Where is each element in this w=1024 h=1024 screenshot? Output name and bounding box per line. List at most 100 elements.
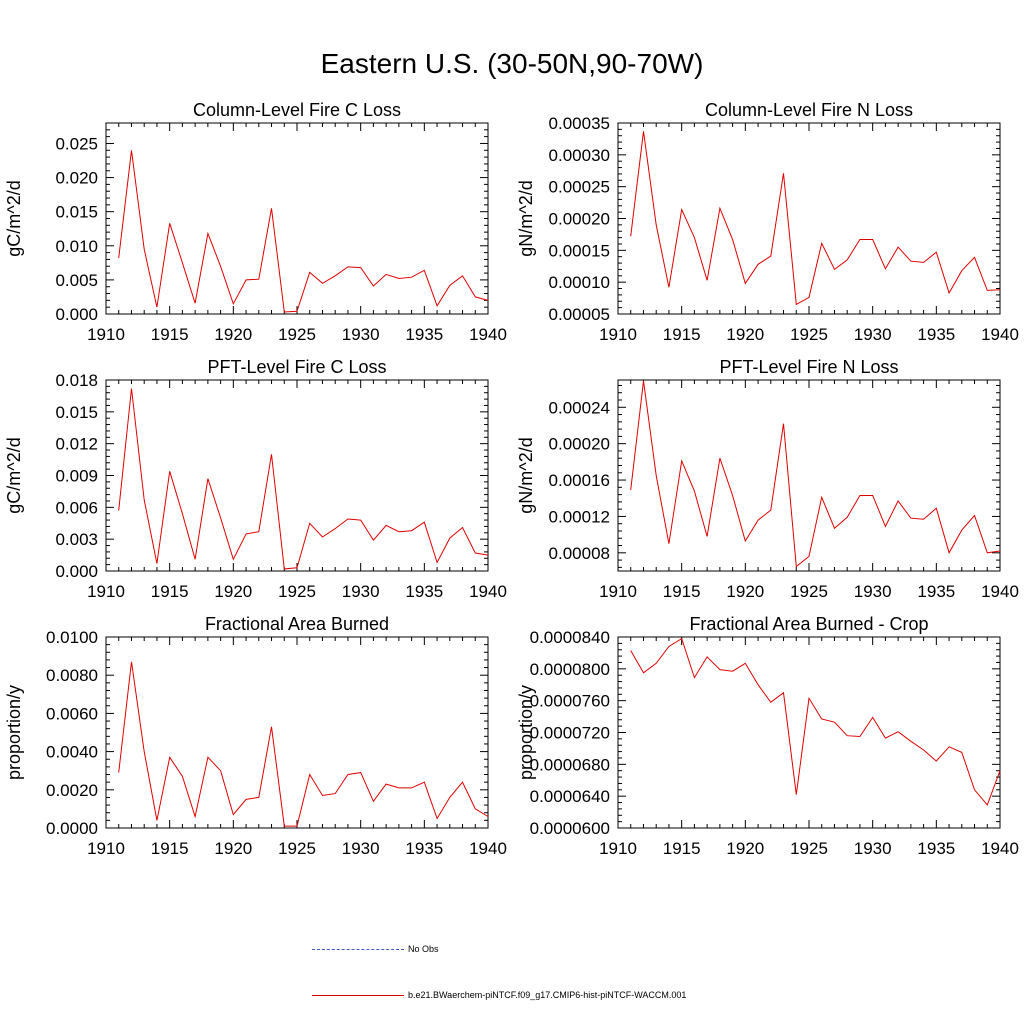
y-axis-label: gN/m^2/d bbox=[516, 180, 536, 256]
x-tick-label: 1935 bbox=[917, 325, 955, 344]
legend-model-label: b.e21.BWaerchem-piNTCF.f09_g17.CMIP6-his… bbox=[408, 990, 687, 1000]
x-tick-label: 1935 bbox=[405, 582, 443, 601]
y-tick-label: 0.015 bbox=[55, 203, 98, 222]
x-tick-label: 1920 bbox=[726, 582, 764, 601]
series-line bbox=[630, 637, 1001, 806]
x-tick-label: 1915 bbox=[663, 839, 701, 858]
y-tick-label: 0.000 bbox=[55, 562, 98, 581]
x-tick-label: 1935 bbox=[917, 839, 955, 858]
x-tick-label: 1930 bbox=[854, 839, 892, 858]
y-tick-label: 0.00010 bbox=[549, 273, 610, 292]
y-tick-label: 0.025 bbox=[55, 134, 98, 153]
plot-frame bbox=[617, 636, 1001, 829]
y-tick-label: 0.00020 bbox=[549, 210, 610, 229]
y-axis-label: proportion/y bbox=[516, 685, 536, 780]
x-tick-label: 1920 bbox=[726, 839, 764, 858]
x-tick-label: 1930 bbox=[342, 325, 380, 344]
y-tick-label: 0.00025 bbox=[549, 178, 610, 197]
panel-title: Column-Level Fire C Loss bbox=[193, 100, 401, 120]
panel-title: Fractional Area Burned - Crop bbox=[689, 614, 928, 634]
y-axis-label: gC/m^2/d bbox=[4, 437, 24, 513]
y-tick-label: 0.003 bbox=[55, 530, 98, 549]
x-tick-label: 1940 bbox=[469, 325, 507, 344]
plot-frame bbox=[105, 122, 489, 315]
y-tick-label: 0.000 bbox=[55, 305, 98, 324]
y-tick-label: 0.009 bbox=[55, 467, 98, 486]
x-tick-label: 1910 bbox=[87, 582, 125, 601]
series-line bbox=[118, 388, 489, 570]
x-tick-label: 1925 bbox=[790, 325, 828, 344]
y-tick-label: 0.0000600 bbox=[530, 819, 610, 838]
y-tick-label: 0.0080 bbox=[46, 666, 98, 685]
panel-title: PFT-Level Fire C Loss bbox=[207, 357, 386, 377]
x-tick-label: 1930 bbox=[342, 582, 380, 601]
x-tick-label: 1940 bbox=[469, 582, 507, 601]
y-tick-label: 0.0040 bbox=[46, 743, 98, 762]
y-tick-label: 0.010 bbox=[55, 237, 98, 256]
x-tick-label: 1935 bbox=[405, 325, 443, 344]
x-tick-label: 1925 bbox=[790, 582, 828, 601]
y-tick-label: 0.018 bbox=[55, 371, 98, 390]
y-tick-label: 0.0000680 bbox=[530, 755, 610, 774]
legend-model-line bbox=[312, 995, 404, 996]
x-tick-label: 1925 bbox=[278, 839, 316, 858]
y-tick-label: 0.0060 bbox=[46, 704, 98, 723]
y-tick-label: 0.0000840 bbox=[530, 628, 610, 647]
y-tick-label: 0.00015 bbox=[549, 241, 610, 260]
series-line bbox=[630, 380, 1001, 568]
x-tick-label: 1935 bbox=[405, 839, 443, 858]
panel-title: PFT-Level Fire N Loss bbox=[719, 357, 898, 377]
y-tick-label: 0.00035 bbox=[549, 114, 610, 133]
x-tick-label: 1925 bbox=[278, 582, 316, 601]
x-tick-label: 1915 bbox=[151, 325, 189, 344]
x-tick-label: 1940 bbox=[469, 839, 507, 858]
y-tick-label: 0.005 bbox=[55, 271, 98, 290]
x-tick-label: 1920 bbox=[214, 839, 252, 858]
y-tick-label: 0.00005 bbox=[549, 305, 610, 324]
y-tick-label: 0.00016 bbox=[549, 471, 610, 490]
y-tick-label: 0.0020 bbox=[46, 781, 98, 800]
y-tick-label: 0.0000 bbox=[46, 819, 98, 838]
y-tick-label: 0.00008 bbox=[549, 544, 610, 563]
page-title: Eastern U.S. (30-50N,90-70W) bbox=[320, 48, 704, 79]
y-tick-label: 0.012 bbox=[55, 435, 98, 454]
y-tick-label: 0.00024 bbox=[549, 398, 610, 417]
x-tick-label: 1930 bbox=[342, 839, 380, 858]
x-tick-label: 1910 bbox=[87, 325, 125, 344]
y-tick-label: 0.00020 bbox=[549, 435, 610, 454]
y-axis-label: proportion/y bbox=[4, 685, 24, 780]
x-tick-label: 1930 bbox=[854, 582, 892, 601]
y-tick-label: 0.0000720 bbox=[530, 724, 610, 743]
x-tick-label: 1925 bbox=[278, 325, 316, 344]
x-tick-label: 1920 bbox=[726, 325, 764, 344]
x-tick-label: 1935 bbox=[917, 582, 955, 601]
x-tick-label: 1920 bbox=[214, 582, 252, 601]
y-tick-label: 0.0000760 bbox=[530, 692, 610, 711]
x-tick-label: 1920 bbox=[214, 325, 252, 344]
legend-obs-label: No Obs bbox=[408, 944, 439, 954]
plot-frame bbox=[617, 122, 1001, 315]
y-axis-label: gC/m^2/d bbox=[4, 180, 24, 256]
x-tick-label: 1930 bbox=[854, 325, 892, 344]
y-tick-label: 0.00012 bbox=[549, 507, 610, 526]
x-tick-label: 1910 bbox=[599, 839, 637, 858]
legend-obs-line bbox=[312, 949, 404, 950]
x-tick-label: 1915 bbox=[663, 325, 701, 344]
x-tick-label: 1940 bbox=[981, 839, 1019, 858]
x-tick-label: 1915 bbox=[151, 839, 189, 858]
y-tick-label: 0.0100 bbox=[46, 628, 98, 647]
x-tick-label: 1910 bbox=[599, 325, 637, 344]
x-tick-label: 1910 bbox=[599, 582, 637, 601]
y-tick-label: 0.0000640 bbox=[530, 787, 610, 806]
panel-title: Fractional Area Burned bbox=[205, 614, 389, 634]
y-tick-label: 0.00030 bbox=[549, 146, 610, 165]
series-line bbox=[118, 150, 489, 313]
y-tick-label: 0.006 bbox=[55, 498, 98, 517]
y-axis-label: gN/m^2/d bbox=[516, 437, 536, 513]
panel-title: Column-Level Fire N Loss bbox=[705, 100, 913, 120]
x-tick-label: 1925 bbox=[790, 839, 828, 858]
x-tick-label: 1940 bbox=[981, 582, 1019, 601]
x-tick-label: 1915 bbox=[151, 582, 189, 601]
x-tick-label: 1915 bbox=[663, 582, 701, 601]
